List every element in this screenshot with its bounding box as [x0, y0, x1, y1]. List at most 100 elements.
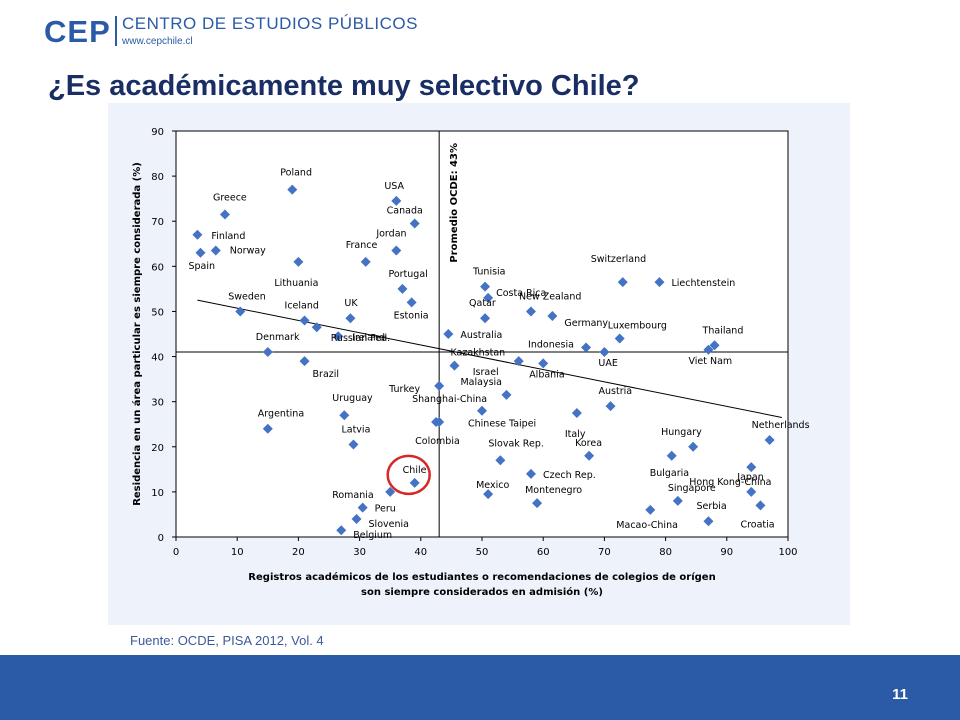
data-point[interactable]: [709, 340, 720, 351]
point-label: Korea: [575, 438, 602, 449]
point-label: Slovak Rep.: [488, 438, 544, 449]
point-label: Italy: [565, 429, 586, 440]
data-point[interactable]: [195, 247, 206, 258]
point-label: Poland: [280, 168, 312, 179]
point-label: Chinese Taipei: [468, 419, 536, 430]
data-point[interactable]: [348, 439, 359, 450]
data-point[interactable]: [495, 455, 506, 466]
point-label: Macao-China: [616, 520, 678, 531]
data-point[interactable]: [617, 277, 628, 288]
data-point[interactable]: [262, 347, 273, 358]
data-point[interactable]: [480, 313, 491, 324]
data-point[interactable]: [299, 315, 310, 326]
point-label: Peru: [375, 504, 396, 515]
data-point[interactable]: [235, 306, 246, 317]
data-point[interactable]: [409, 218, 420, 229]
data-point[interactable]: [391, 195, 402, 206]
data-point[interactable]: [547, 310, 558, 321]
data-point[interactable]: [501, 389, 512, 400]
data-point[interactable]: [525, 306, 536, 317]
page-number: 11: [892, 686, 908, 703]
data-point[interactable]: [339, 410, 350, 421]
data-point[interactable]: [351, 513, 362, 524]
data-point[interactable]: [483, 489, 494, 500]
data-point[interactable]: [409, 477, 420, 488]
data-point[interactable]: [391, 245, 402, 256]
data-point[interactable]: [434, 416, 445, 427]
chart-panel: 0 10 20 30 40 50 60 70 80 90 100 0 10 20 30 40 50 60 70 80 9…: [108, 103, 850, 625]
x-tick-label: 30: [353, 547, 366, 558]
data-point[interactable]: [293, 256, 304, 267]
y-tick-label: 60: [151, 262, 164, 273]
data-point[interactable]: [299, 356, 310, 367]
point-label: Serbia: [696, 501, 726, 512]
x-tick-label: 80: [659, 547, 672, 558]
data-point[interactable]: [219, 209, 230, 220]
data-point[interactable]: [406, 297, 417, 308]
point-label: Thailand: [702, 325, 744, 336]
point-label: Sweden: [228, 291, 266, 302]
data-point[interactable]: [483, 292, 494, 303]
point-label: Lithuania: [274, 278, 318, 289]
data-point[interactable]: [311, 322, 322, 333]
point-label: Tunisia: [472, 267, 505, 278]
data-point[interactable]: [666, 450, 677, 461]
data-point[interactable]: [654, 277, 665, 288]
point-label: Norway: [230, 246, 266, 257]
data-point[interactable]: [645, 504, 656, 515]
data-point[interactable]: [703, 516, 714, 527]
data-point[interactable]: [449, 360, 460, 371]
data-point[interactable]: [703, 344, 714, 355]
data-point[interactable]: [480, 281, 491, 292]
data-point[interactable]: [434, 380, 445, 391]
data-point[interactable]: [755, 500, 766, 511]
data-point[interactable]: [532, 498, 543, 509]
data-point[interactable]: [333, 331, 344, 342]
data-point[interactable]: [336, 525, 347, 536]
data-point[interactable]: [477, 405, 487, 416]
data-point[interactable]: [614, 333, 625, 344]
x-axis-label: Registros académicos de los estudiantes …: [248, 571, 715, 583]
data-point[interactable]: [210, 245, 221, 256]
data-point[interactable]: [584, 450, 595, 461]
point-label: New Zealand: [519, 291, 581, 302]
point-label: Turkey: [388, 384, 420, 395]
data-point[interactable]: [513, 356, 524, 367]
data-point[interactable]: [262, 423, 273, 434]
point-label: Germany: [564, 318, 608, 329]
data-point[interactable]: [764, 435, 775, 446]
data-point[interactable]: [538, 358, 549, 369]
data-point[interactable]: [605, 401, 616, 412]
point-label: Croatia: [740, 519, 774, 530]
point-label: Bulgaria: [650, 468, 689, 479]
chile-highlight-circle: [386, 454, 431, 496]
point-label: Qatar: [469, 298, 496, 309]
y-tick-label: 10: [151, 488, 164, 499]
point-label: Belgium: [353, 530, 392, 541]
data-point[interactable]: [581, 342, 592, 353]
data-point[interactable]: [688, 441, 699, 452]
data-point[interactable]: [192, 229, 203, 240]
data-point[interactable]: [287, 184, 298, 195]
data-point[interactable]: [397, 283, 408, 294]
data-point[interactable]: [746, 486, 757, 497]
oecd-average-label: Promedio OCDE: 43%: [449, 143, 460, 263]
data-point[interactable]: [571, 407, 582, 418]
data-point[interactable]: [746, 462, 757, 473]
data-point[interactable]: [360, 256, 371, 267]
point-label: Hungary: [661, 427, 702, 438]
point-label: Hong Kong-China: [689, 477, 771, 488]
cep-logo: CEP: [44, 14, 111, 49]
data-point[interactable]: [357, 502, 368, 513]
data-point[interactable]: [525, 468, 536, 479]
point-label: Chile: [403, 465, 427, 476]
x-tick-label: 100: [778, 547, 797, 558]
data-point[interactable]: [599, 347, 610, 358]
organization-url[interactable]: www.cepchile.cl: [122, 36, 193, 47]
footer-bar: [0, 655, 960, 720]
point-label: Kazakhstan: [450, 348, 505, 359]
data-point[interactable]: [385, 486, 396, 497]
data-point[interactable]: [345, 313, 356, 324]
data-point[interactable]: [672, 495, 683, 506]
data-point[interactable]: [443, 329, 454, 339]
